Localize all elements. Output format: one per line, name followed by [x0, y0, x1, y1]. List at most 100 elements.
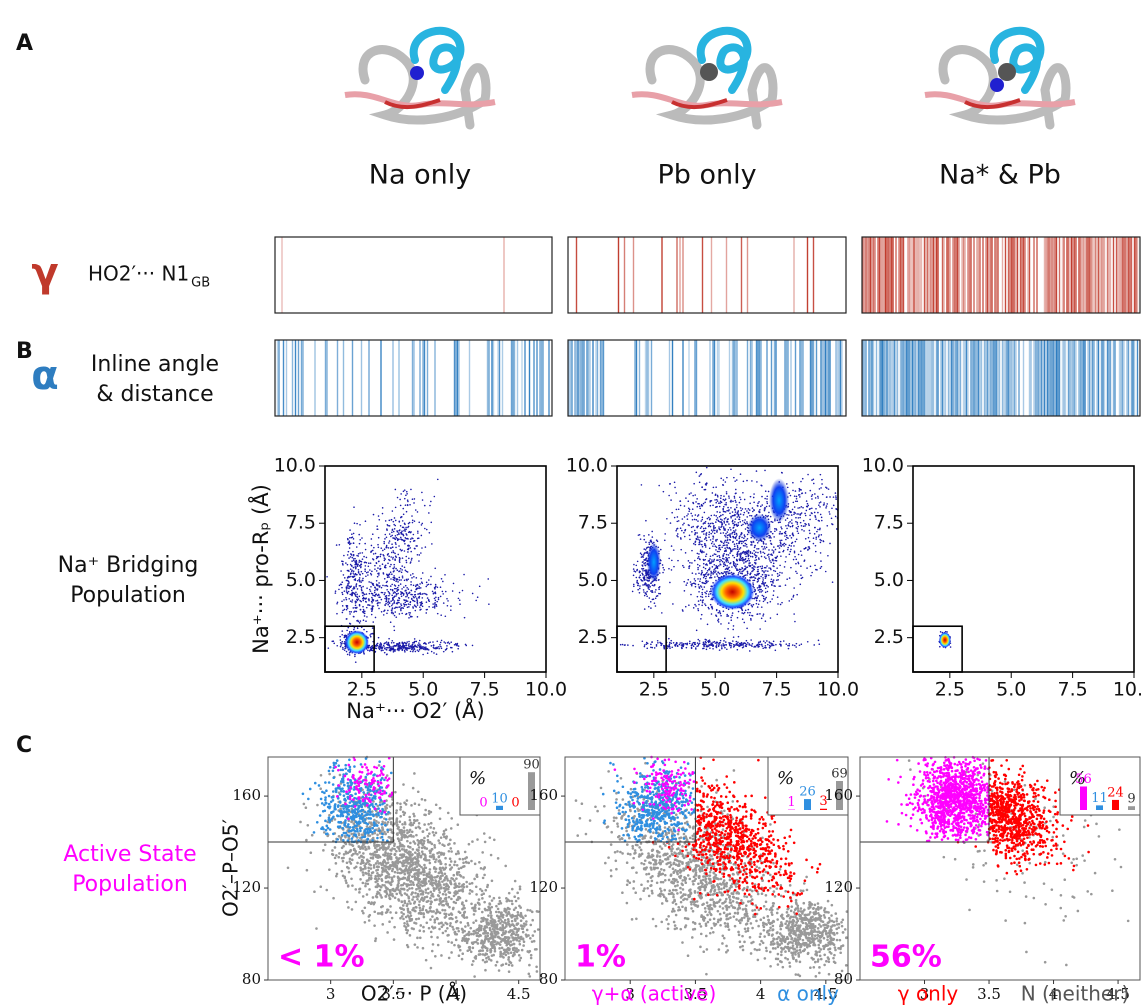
- sample-point: [731, 511, 734, 513]
- sample-point: [722, 565, 725, 568]
- sample-point: [390, 563, 392, 566]
- sample-point: [360, 570, 363, 573]
- sample-point: [714, 570, 717, 572]
- sample-point: [784, 519, 787, 521]
- sample-point: [683, 535, 686, 538]
- sample-point: [814, 497, 817, 499]
- sample-point: [451, 590, 454, 592]
- sample-point: [399, 516, 402, 519]
- sample-point: [743, 568, 746, 571]
- sample-point: [401, 591, 403, 594]
- sample-point: [691, 549, 693, 552]
- sample-point: [340, 644, 342, 646]
- sample-point: [790, 519, 793, 521]
- sample-point: [721, 484, 724, 486]
- strip-frame: [274, 236, 553, 314]
- sample-point: [703, 544, 706, 546]
- sample-point: [790, 598, 793, 601]
- sample-point: [698, 640, 701, 642]
- sample-point: [672, 549, 675, 551]
- sample-point: [822, 504, 825, 506]
- sample-point: [737, 610, 740, 613]
- sample-point: [374, 568, 376, 570]
- sample-point: [418, 587, 420, 590]
- sample-point: [696, 532, 698, 534]
- sample-point: [761, 581, 764, 583]
- sample-point: [421, 499, 424, 501]
- sample-point: [751, 556, 754, 558]
- sample-point: [754, 562, 757, 564]
- sample-point: [746, 627, 748, 630]
- sample-point: [778, 533, 781, 535]
- sample-point: [819, 527, 821, 530]
- y-tick-label: 7.5: [578, 512, 608, 534]
- sample-point: [742, 544, 745, 547]
- sample-point: [939, 645, 941, 648]
- sample-point: [791, 532, 794, 534]
- sample-point: [632, 574, 635, 577]
- sample-point: [658, 588, 660, 591]
- y-tick-label: 5.0: [874, 569, 904, 591]
- sample-point: [712, 529, 715, 531]
- sample-point: [780, 644, 782, 647]
- sample-point: [418, 642, 420, 644]
- sample-point: [393, 587, 396, 590]
- sample-point: [669, 581, 671, 584]
- sample-point: [734, 529, 737, 531]
- sample-point: [392, 645, 394, 648]
- sample-point: [761, 495, 763, 498]
- sample-point: [375, 580, 378, 582]
- sample-point: [791, 541, 794, 544]
- sample-point: [390, 556, 392, 558]
- sample-point: [757, 505, 759, 507]
- sample-point: [788, 522, 790, 524]
- sample-point: [726, 544, 728, 547]
- sample-point: [715, 498, 718, 501]
- sample-point: [756, 596, 758, 599]
- sample-point: [797, 553, 800, 556]
- sample-point: [346, 592, 349, 595]
- sample-point: [726, 547, 729, 549]
- sample-point: [696, 505, 699, 508]
- sample-point: [805, 500, 808, 502]
- sample-point: [757, 580, 760, 582]
- sample-point: [393, 870, 397, 874]
- sample-point: [718, 572, 721, 575]
- sample-point: [391, 609, 393, 612]
- sample-point: [693, 529, 696, 532]
- sample-point: [675, 528, 678, 530]
- sample-point: [409, 601, 412, 603]
- sample-point: [389, 571, 392, 574]
- sample-point: [737, 511, 739, 513]
- sample-point: [431, 543, 433, 545]
- sample-point: [356, 596, 359, 599]
- sample-point: [382, 644, 385, 647]
- sample-point: [407, 547, 410, 550]
- y-tick-label: 10.0: [862, 455, 904, 477]
- sample-point: [741, 618, 744, 621]
- sample-point: [763, 509, 766, 512]
- sample-point: [709, 603, 712, 606]
- sample-point: [698, 572, 700, 575]
- sample-point: [389, 585, 392, 587]
- sample-point: [356, 522, 358, 525]
- sample-point: [409, 561, 412, 563]
- sample-point: [408, 645, 410, 648]
- sample-point: [417, 532, 419, 534]
- sample-point: [736, 539, 738, 541]
- sample-point: [732, 625, 735, 627]
- sample-point: [395, 567, 397, 570]
- y-tick-label: 5.0: [578, 569, 608, 591]
- sample-point: [408, 640, 410, 643]
- sample-point: [699, 585, 702, 587]
- sample-point: [377, 584, 379, 587]
- sample-point: [350, 585, 352, 587]
- sample-point: [711, 540, 714, 543]
- sample-point: [790, 537, 793, 539]
- sample-point: [692, 525, 694, 528]
- sample-point: [702, 576, 705, 579]
- sample-point: [697, 638, 700, 641]
- sample-point: [764, 575, 767, 578]
- sample-point: [818, 488, 821, 490]
- sample-point: [795, 642, 798, 645]
